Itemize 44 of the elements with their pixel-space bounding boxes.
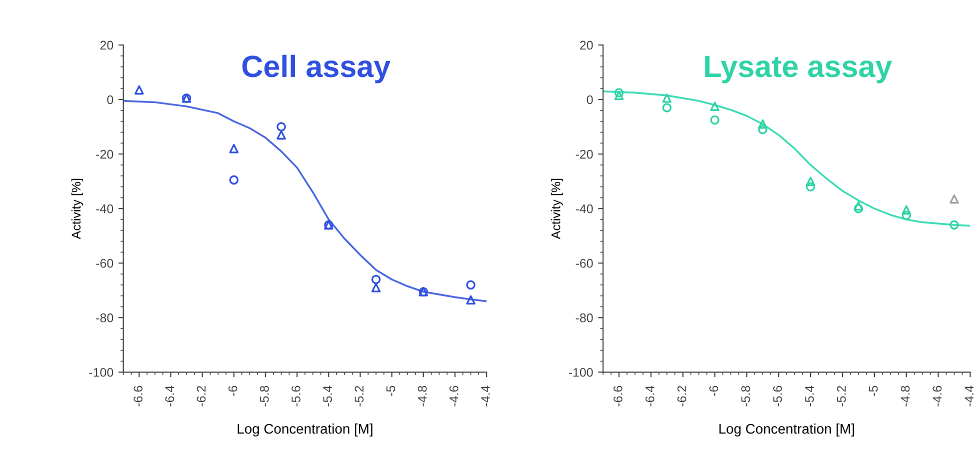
y-tick-label: -40 bbox=[576, 204, 593, 214]
x-tick-label: -4.6 bbox=[932, 386, 942, 406]
x-tick-label: -6.2 bbox=[677, 386, 686, 406]
x-tick-label: -6 bbox=[228, 386, 238, 396]
x-tick-label: -5.4 bbox=[323, 386, 332, 406]
x-tick-label: -5 bbox=[869, 386, 878, 396]
x-tick-label: -6.6 bbox=[134, 386, 142, 406]
x-tick-label: -6.6 bbox=[614, 386, 622, 406]
x-tick-label: -4.8 bbox=[900, 386, 910, 406]
y-tick-label: 20 bbox=[580, 40, 593, 50]
y-tick-label: -100 bbox=[89, 368, 114, 377]
y-tick-label: -20 bbox=[576, 150, 593, 159]
x-tick-label: -4.4 bbox=[964, 386, 974, 406]
y-tick-label: 0 bbox=[586, 95, 593, 104]
chart-title: Lysate assay bbox=[705, 56, 892, 84]
x-tick-label: -4.4 bbox=[481, 386, 490, 406]
y-axis-title: Activity [%] bbox=[71, 178, 84, 240]
x-tick-label: -5.8 bbox=[741, 386, 750, 406]
y-tick-label: -100 bbox=[568, 368, 593, 377]
y-tick-label: 20 bbox=[100, 40, 114, 50]
y-axis-title: Activity [%] bbox=[551, 178, 563, 240]
y-tick-label: -20 bbox=[96, 150, 114, 159]
x-tick-label: -4.8 bbox=[418, 386, 427, 406]
x-tick-label: -6.4 bbox=[165, 386, 174, 406]
x-tick-label: -6 bbox=[709, 386, 718, 396]
y-tick-label: -60 bbox=[96, 258, 114, 268]
y-tick-label: -60 bbox=[576, 258, 593, 268]
x-tick-label: -6.4 bbox=[645, 386, 654, 406]
y-tick-label: 0 bbox=[107, 95, 114, 104]
x-tick-label: -5.8 bbox=[260, 386, 269, 406]
chart-title: Cell assay bbox=[242, 54, 390, 84]
y-tick-label: -80 bbox=[96, 313, 114, 322]
x-tick-label: -5.4 bbox=[805, 386, 814, 406]
x-axis-title: Log Concentration [M] bbox=[238, 424, 372, 436]
x-tick-label: -5.6 bbox=[773, 386, 782, 406]
x-tick-label: -5 bbox=[386, 386, 396, 396]
y-tick-label: -40 bbox=[96, 204, 114, 214]
x-tick-label: -6.2 bbox=[196, 386, 206, 406]
x-tick-label: -4.6 bbox=[449, 386, 458, 406]
y-tick-label: -80 bbox=[576, 313, 593, 322]
x-tick-label: -5.2 bbox=[836, 386, 846, 406]
x-tick-label: -5.2 bbox=[354, 386, 364, 406]
x-axis-title: Log Concentration [M] bbox=[719, 424, 854, 436]
x-tick-label: -5.6 bbox=[292, 386, 300, 406]
